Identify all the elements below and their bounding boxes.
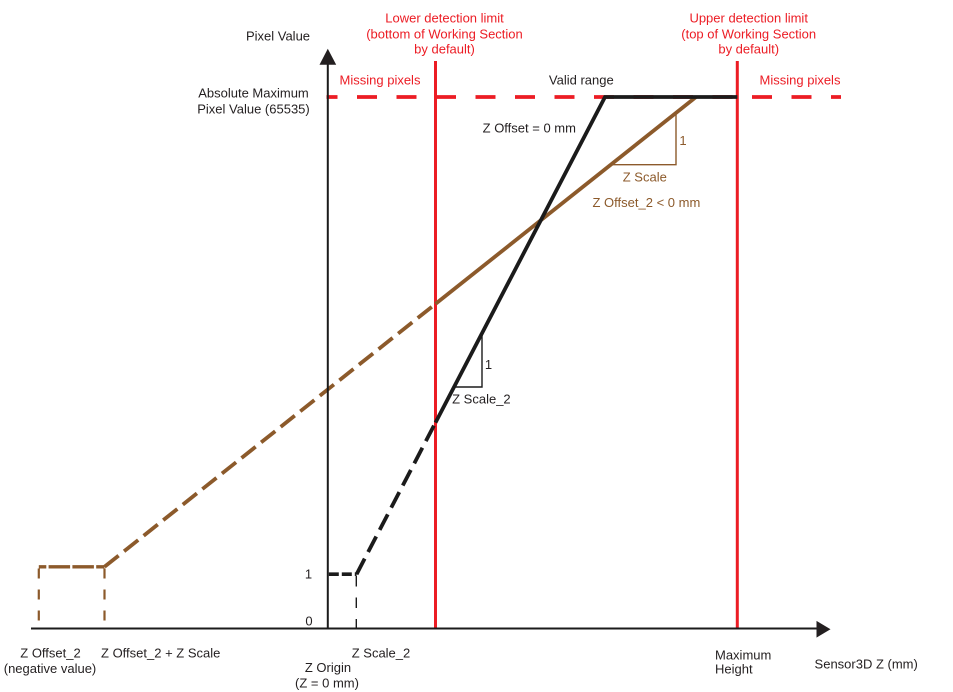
- svg-text:Missing pixels: Missing pixels: [340, 72, 421, 87]
- svg-text:Lower detection limit: Lower detection limit: [385, 10, 504, 25]
- svg-text:0: 0: [305, 614, 312, 629]
- svg-text:Valid range: Valid range: [549, 72, 614, 87]
- svg-text:Pixel Value: Pixel Value: [246, 28, 310, 43]
- svg-text:1: 1: [485, 357, 492, 372]
- svg-text:by default): by default): [718, 42, 779, 57]
- svg-text:Z Origin: Z Origin: [305, 660, 351, 675]
- svg-text:Z Scale_2: Z Scale_2: [352, 646, 411, 661]
- svg-text:Sensor3D Z (mm): Sensor3D Z (mm): [815, 657, 918, 672]
- svg-text:Z Offset_2 + Z Scale: Z Offset_2 + Z Scale: [101, 645, 220, 660]
- svg-text:(bottom of Working Section: (bottom of Working Section: [366, 27, 523, 42]
- svg-text:(top of Working Section: (top of Working Section: [681, 27, 816, 42]
- svg-text:Z Offset_2 < 0 mm: Z Offset_2 < 0 mm: [593, 195, 701, 210]
- svg-text:Z Scale: Z Scale: [623, 169, 667, 184]
- svg-text:(negative value): (negative value): [4, 661, 97, 676]
- svg-text:Pixel Value (65535): Pixel Value (65535): [197, 101, 310, 116]
- svg-text:Z Offset = 0 mm: Z Offset = 0 mm: [483, 120, 576, 135]
- svg-text:1: 1: [305, 567, 312, 582]
- svg-text:by default): by default): [414, 42, 475, 57]
- svg-text:Missing pixels: Missing pixels: [760, 72, 841, 87]
- svg-text:Absolute Maximum: Absolute Maximum: [198, 85, 309, 100]
- svg-text:Z Scale_2: Z Scale_2: [452, 392, 511, 407]
- svg-text:1: 1: [679, 133, 686, 148]
- svg-text:(Z = 0 mm): (Z = 0 mm): [295, 675, 359, 690]
- svg-text:Maximum: Maximum: [715, 648, 771, 663]
- svg-text:Z Offset_2: Z Offset_2: [20, 645, 80, 660]
- svg-text:Height: Height: [715, 662, 753, 677]
- svg-text:Upper detection limit: Upper detection limit: [689, 10, 808, 25]
